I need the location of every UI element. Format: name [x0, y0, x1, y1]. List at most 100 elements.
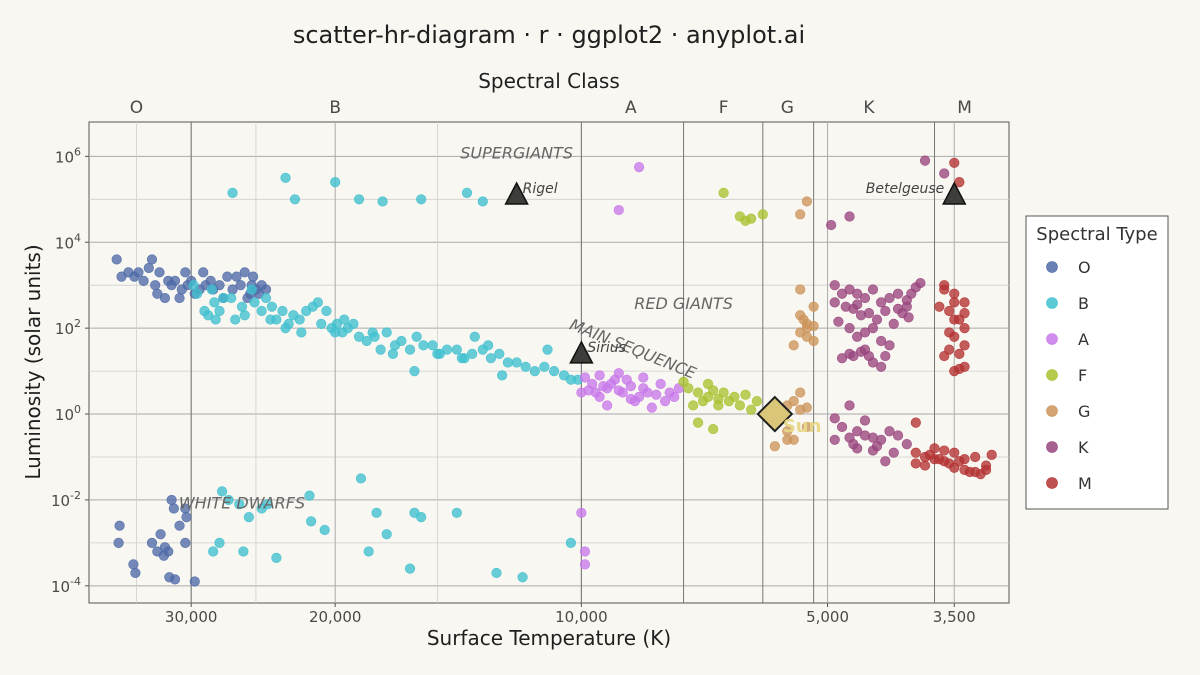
data-point-G — [782, 434, 793, 445]
data-point-O — [180, 537, 191, 548]
data-point-A — [634, 161, 645, 173]
region-label: RED GIANTS — [634, 294, 733, 313]
data-point-B — [542, 344, 553, 355]
spectral-class-label: B — [329, 98, 341, 118]
data-point-A — [651, 389, 662, 400]
data-point-B — [494, 348, 505, 360]
data-point-K — [863, 308, 875, 319]
data-point-B — [188, 280, 199, 291]
data-point-B — [216, 486, 228, 497]
data-point-A — [613, 368, 624, 379]
x-tick-label: 5,000 — [806, 608, 849, 626]
data-point-K — [829, 413, 840, 424]
data-point-K — [884, 292, 895, 304]
data-point-K — [880, 305, 891, 317]
data-point-B — [236, 301, 248, 312]
data-point-O — [166, 494, 177, 506]
data-point-B — [565, 537, 576, 548]
data-point-M — [949, 462, 960, 473]
data-point-K — [859, 292, 871, 304]
data-point-K — [852, 426, 863, 437]
data-point-G — [788, 396, 799, 407]
data-point-K — [848, 350, 859, 362]
legend-label-M: M — [1078, 474, 1092, 493]
data-point-F — [757, 209, 768, 220]
data-point-B — [316, 318, 327, 329]
grid-lines — [89, 122, 1009, 603]
legend-label-K: K — [1078, 438, 1089, 457]
spectral-class-label: A — [625, 98, 637, 118]
data-point-B — [280, 172, 291, 183]
spectral-class-label: G — [781, 98, 794, 118]
data-point-G — [798, 314, 809, 325]
data-point-B — [548, 365, 560, 377]
data-point-F — [734, 400, 745, 411]
data-point-B — [467, 348, 478, 360]
plot-background — [88, 121, 1010, 604]
data-point-B — [539, 361, 550, 372]
data-point-B — [451, 507, 462, 518]
data-point-B — [469, 331, 480, 342]
data-point-F — [678, 376, 689, 387]
data-point-B — [371, 507, 382, 518]
data-point-B — [353, 194, 365, 205]
legend-key-G — [1046, 405, 1058, 417]
data-point-M — [939, 284, 950, 295]
data-point-O — [248, 271, 259, 282]
data-point-B — [208, 546, 219, 557]
data-point-O — [181, 512, 192, 523]
y-tick-label: 106 — [55, 145, 81, 166]
data-point-B — [339, 314, 350, 325]
data-point-A — [621, 374, 632, 385]
data-point-K — [892, 288, 904, 299]
data-point-M — [959, 340, 970, 351]
y-axis-title: Luminosity (solar units) — [21, 244, 45, 479]
data-point-O — [154, 267, 165, 278]
data-point-M — [959, 308, 970, 319]
data-point-G — [808, 320, 819, 332]
y-tick-label: 10-4 — [51, 575, 81, 596]
data-point-O — [198, 267, 209, 278]
legend-key-F — [1046, 369, 1058, 381]
y-tick-label: 10-2 — [51, 489, 81, 510]
data-point-G — [801, 421, 812, 433]
data-point-M — [959, 454, 970, 465]
data-point-O — [146, 254, 158, 265]
data-point-F — [746, 404, 757, 415]
x-axis-title: Surface Temperature (K) — [427, 626, 671, 650]
data-point-O — [205, 275, 216, 287]
data-point-G — [801, 196, 812, 207]
data-point-M — [910, 458, 921, 469]
data-point-O — [155, 529, 166, 540]
data-point-K — [863, 350, 875, 362]
data-point-K — [901, 438, 912, 450]
data-point-B — [441, 344, 453, 355]
spectral-class-label: O — [130, 98, 143, 118]
data-point-O — [146, 537, 158, 548]
data-point-B — [266, 301, 278, 312]
data-point-M — [944, 305, 955, 317]
data-point-B — [511, 357, 522, 368]
data-point-M — [959, 323, 970, 334]
data-point-K — [876, 297, 887, 308]
data-point-F — [718, 387, 729, 398]
data-point-M — [910, 447, 921, 458]
data-point-M — [934, 454, 945, 465]
data-point-G — [808, 301, 819, 312]
data-point-B — [249, 297, 260, 308]
data-point-O — [235, 280, 246, 291]
data-point-A — [602, 400, 613, 411]
data-point-B — [483, 340, 494, 351]
data-point-B — [377, 196, 388, 207]
data-point-G — [795, 387, 806, 398]
data-point-M — [949, 314, 960, 325]
data-point-B — [409, 365, 420, 377]
data-point-B — [529, 365, 540, 377]
data-point-A — [660, 396, 671, 407]
data-point-B — [321, 305, 332, 317]
data-point-B — [319, 524, 330, 536]
data-point-M — [980, 464, 992, 475]
x-axis-ticks: 30,000 20,000 10,000 5,000 3,500 — [165, 603, 976, 626]
